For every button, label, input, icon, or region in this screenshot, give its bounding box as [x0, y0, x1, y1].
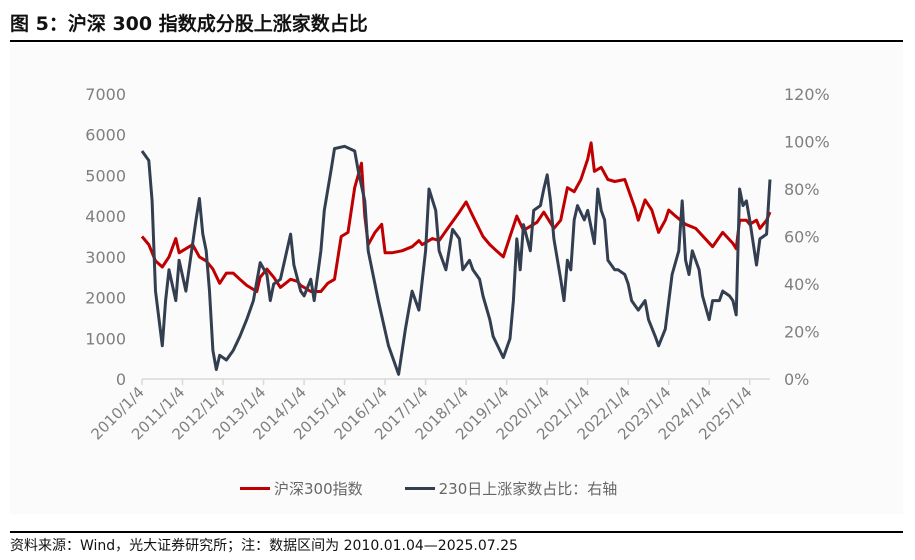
left-axis-tick-label: 0: [116, 370, 126, 389]
right-axis-tick-label: 0%: [784, 370, 809, 389]
series-line-advance-ratio: [140, 144, 772, 376]
legend-swatch-breadth: [404, 487, 435, 490]
chart-panel: [10, 44, 903, 514]
left-axis-tick-label: 1000: [85, 329, 126, 348]
footer-rule: [10, 531, 903, 533]
legend-swatch-index: [240, 487, 270, 490]
right-axis-tick-label: 60%: [784, 228, 820, 247]
right-axis-tick-label: 120%: [784, 85, 830, 104]
left-axis-tick-label: 6000: [85, 126, 126, 145]
legend-label-breadth: 230日上涨家数占比：右轴: [438, 480, 618, 498]
legend: 沪深300指数 230日上涨家数占比：右轴: [240, 478, 617, 499]
figure-title: 图 5：沪深 300 指数成分股上涨家数占比: [10, 13, 368, 35]
left-axis-tick-label: 2000: [85, 289, 126, 308]
right-axis-tick-label: 100%: [784, 133, 830, 152]
source-note: 资料来源：Wind，光大证券研究所；注：数据区间为 2010.01.04—202…: [10, 538, 518, 554]
legend-item-index: 沪深300指数: [240, 478, 363, 499]
series-line-csi300: [140, 141, 772, 293]
title-rule: [10, 40, 903, 42]
right-axis-tick-label: 80%: [784, 180, 820, 199]
right-axis-tick-label: 40%: [784, 275, 820, 294]
left-axis-tick-label: 4000: [85, 207, 126, 226]
left-axis-tick-label: 5000: [85, 166, 126, 185]
right-axis-tick-label: 20%: [784, 323, 820, 342]
legend-item-breadth: 230日上涨家数占比：右轴: [404, 478, 618, 499]
legend-label-index: 沪深300指数: [274, 480, 363, 498]
left-axis-tick-label: 3000: [85, 248, 126, 267]
left-axis-tick-label: 7000: [85, 85, 126, 104]
